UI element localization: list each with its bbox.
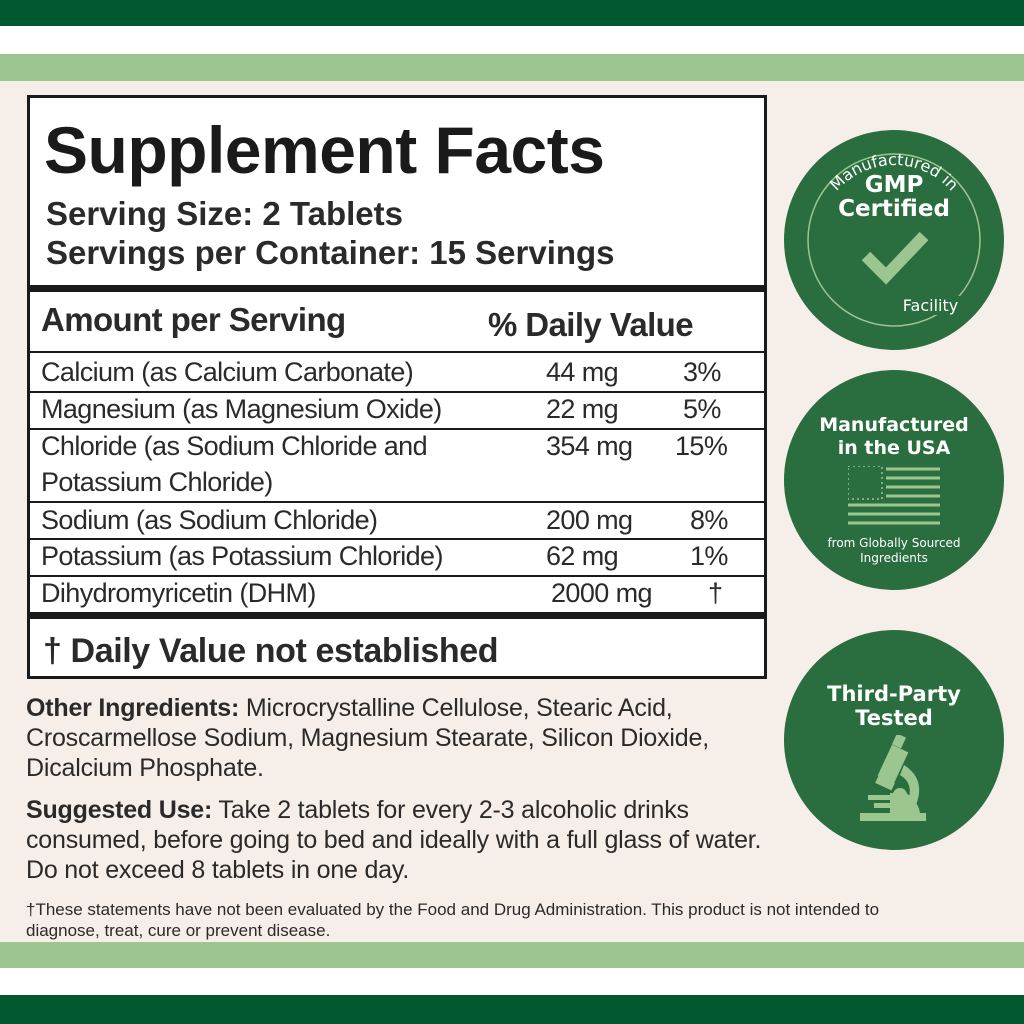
bottom-dark-stripe	[0, 995, 1024, 1024]
nutrient-name: Potassium (as Potassium Chloride)	[41, 541, 443, 571]
badge-main-1: Third-Party	[827, 682, 961, 706]
divider-thick	[30, 285, 764, 292]
top-light-stripe	[0, 54, 1024, 81]
badge-main-2: in the USA	[837, 437, 951, 459]
badge-ring: Manufactured in	[807, 150, 981, 327]
third-party-tested-badge: Third-Party Tested	[784, 630, 1004, 850]
nutrient-dv: 15%	[675, 431, 728, 461]
serving-size: Serving Size: 2 Tablets	[46, 195, 404, 232]
nutrient-amount: 22 mg	[546, 394, 619, 424]
nutrient-name: Magnesium (as Magnesium Oxide)	[41, 394, 442, 424]
divider-thick	[30, 612, 764, 619]
us-flag-icon	[848, 466, 940, 525]
bottom-white-stripe	[0, 968, 1024, 995]
top-white-stripe	[0, 26, 1024, 54]
checkmark-icon	[861, 231, 929, 285]
badge-main-1: GMP	[864, 172, 924, 198]
divider	[30, 351, 764, 353]
nutrient-dv: †	[708, 578, 723, 608]
other-ingredients-label: Other Ingredients:	[26, 694, 240, 722]
suggested-use: Suggested Use: Take 2 tablets for every …	[26, 795, 766, 885]
dv-footnote: † Daily Value not established	[43, 632, 499, 670]
suggested-use-text: Take 2 tablets for every 2-3 alcoholic d…	[26, 796, 762, 884]
nutrient-dv: 5%	[683, 394, 721, 424]
badge-sub-2: Ingredients	[860, 551, 928, 565]
nutrient-amount: 44 mg	[546, 357, 619, 387]
row-divider	[30, 538, 764, 540]
nutrient-name-cont: Potassium Chloride)	[41, 467, 273, 497]
nutrient-name: Chloride (as Sodium Chloride and	[41, 431, 428, 461]
suggested-use-label: Suggested Use:	[26, 796, 213, 824]
nutrient-amount: 354 mg	[546, 431, 633, 461]
row-divider	[30, 575, 764, 577]
nutrient-name: Sodium (as Sodium Chloride)	[41, 505, 378, 535]
made-in-usa-badge: Manufactured in the USA from Globally So…	[784, 370, 1004, 590]
nutrient-name: Dihydromyricetin (DHM)	[41, 578, 316, 608]
gmp-certified-badge: Manufactured in GMP Certified Facility	[784, 130, 1004, 350]
microscope-icon	[860, 735, 926, 821]
other-ingredients: Other Ingredients: Microcrystalline Cell…	[26, 693, 766, 783]
row-divider	[30, 428, 764, 430]
badge-sub-1: from Globally Sourced	[827, 536, 961, 550]
badge-main-2: Tested	[855, 706, 933, 730]
nutrient-amount: 62 mg	[546, 541, 619, 571]
dv-header: % Daily Value	[488, 306, 694, 343]
top-dark-stripe	[0, 0, 1024, 26]
bottom-light-stripe	[0, 942, 1024, 968]
other-ingredients-text: Microcrystalline Cellulose, Stearic Acid…	[26, 694, 709, 782]
badge-bottom-text: Facility	[893, 296, 968, 315]
nutrient-dv: 8%	[690, 505, 728, 535]
facts-title: Supplement Facts	[44, 113, 605, 187]
badge-main-2: Certified	[838, 196, 950, 222]
nutrient-amount: 200 mg	[546, 505, 633, 535]
badge-main-1: Manufactured	[819, 414, 969, 436]
nutrient-name: Calcium (as Calcium Carbonate)	[41, 357, 414, 387]
nutrient-dv: 3%	[683, 357, 721, 387]
supplement-facts-panel: Supplement Facts Serving Size: 2 Tablets…	[27, 95, 767, 679]
amount-header: Amount per Serving	[41, 301, 346, 338]
row-divider	[30, 391, 764, 393]
nutrient-amount: 2000 mg	[551, 578, 652, 608]
servings-per-container: Servings per Container: 15 Servings	[46, 234, 615, 271]
row-divider	[30, 501, 764, 503]
nutrient-dv: 1%	[690, 541, 728, 571]
fda-disclaimer: †These statements have not been evaluate…	[26, 900, 880, 940]
